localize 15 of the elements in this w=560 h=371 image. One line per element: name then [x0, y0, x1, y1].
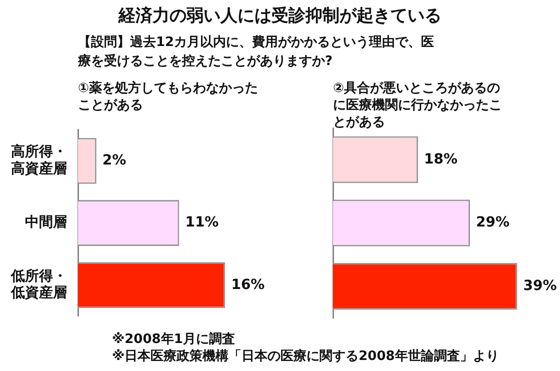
data-label: 11% [185, 214, 219, 231]
data-label: 2% [102, 152, 126, 169]
data-label: 39% [523, 278, 557, 294]
chart-title: ①薬を処方してもらわなかったことがある [78, 80, 260, 114]
text: 【設問】過去12カ月以内に、費用がかかるという理由で、医療を受けることを控えたことがありますか? [78, 34, 436, 71]
text: ※2008年1月に調査 [112, 332, 235, 347]
data-label: 16% [231, 276, 265, 293]
y-tick-label: 中間層 [25, 214, 67, 231]
text: 経済力の弱い人には受診抑制が起きている [117, 5, 442, 27]
text: ※日本医療政策機構「日本の医療に関する2008年世論調査」より [112, 349, 499, 364]
data-label: 18% [424, 151, 458, 168]
chart-title: ②具合が悪いところがあるのに医療機関に行かなかったことがある [333, 80, 503, 131]
y-tick-label: 高所得・高資産層 [11, 143, 67, 177]
y-tick-label: 低所得・低資産層 [10, 268, 67, 302]
data-label: 29% [476, 214, 510, 231]
